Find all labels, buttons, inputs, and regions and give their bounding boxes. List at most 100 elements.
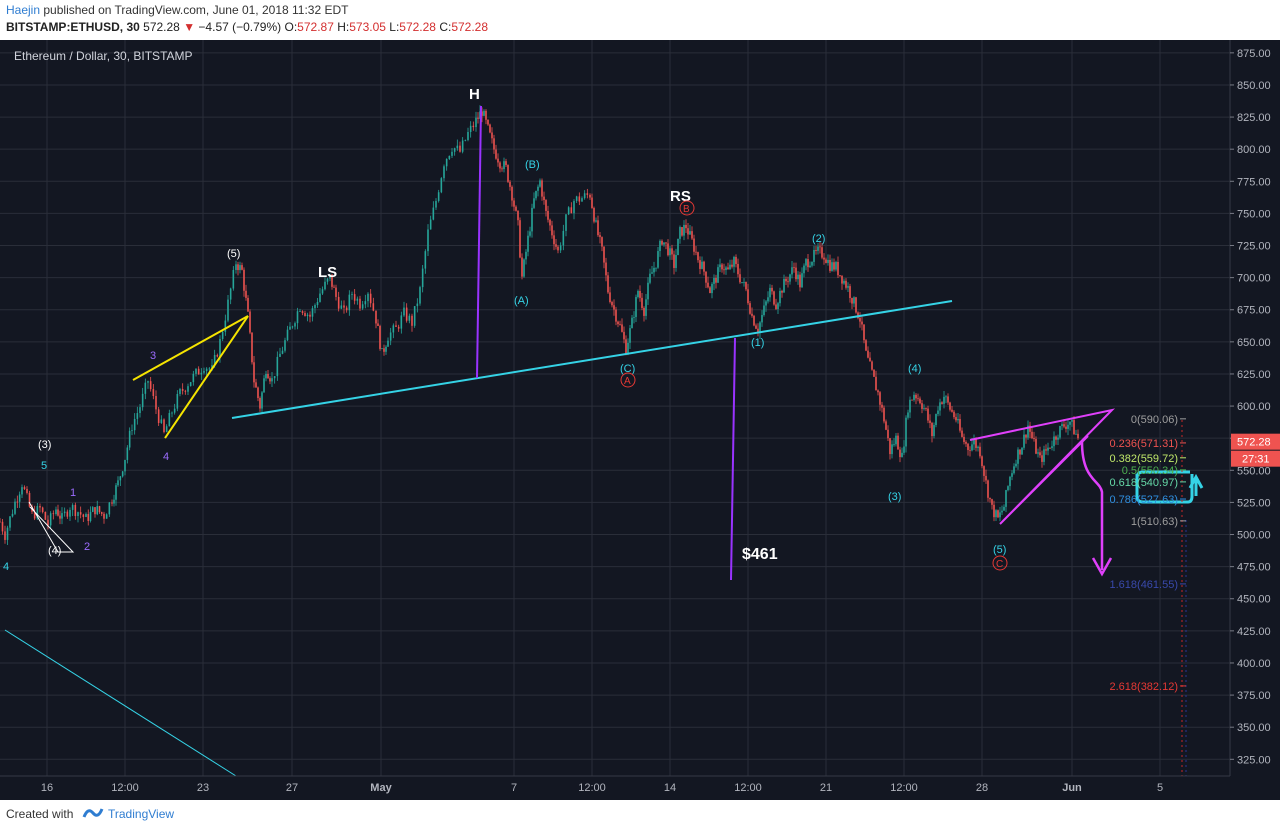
candle-body	[839, 275, 841, 277]
candle-body	[943, 396, 945, 404]
candle-body	[408, 315, 411, 321]
candle-body	[405, 307, 408, 321]
candle-body	[693, 238, 695, 252]
candle-body	[195, 368, 197, 374]
candle-body	[767, 297, 769, 302]
candle-body	[18, 494, 21, 502]
candle-body	[224, 320, 227, 332]
candle-body	[887, 429, 889, 439]
wave-1-cyan: (1)	[751, 337, 764, 349]
candle-body	[221, 331, 224, 339]
candle-body	[675, 255, 677, 268]
candle-body	[1, 521, 4, 532]
candle-body	[173, 408, 176, 413]
candle-body	[529, 231, 531, 236]
candle-body	[567, 207, 570, 215]
candle-body	[889, 438, 891, 455]
candle-body	[205, 368, 208, 372]
wave-a-cyan: (A)	[514, 295, 529, 307]
candle-body	[929, 420, 931, 423]
fib-label: 0.786(527.63)	[1110, 494, 1179, 506]
candle-body	[187, 386, 189, 392]
wave-3-left: (3)	[38, 439, 51, 451]
candle-body	[999, 512, 1001, 518]
candle-body	[176, 393, 179, 409]
candle-body	[661, 240, 663, 245]
candle-body	[21, 487, 23, 495]
candle-body	[765, 301, 767, 306]
candle-body	[28, 492, 31, 507]
candle-body	[969, 449, 971, 451]
candle-body	[525, 251, 527, 260]
down-triangle-icon: ▼	[183, 20, 196, 34]
candle-body	[179, 388, 181, 394]
candle-body	[807, 259, 809, 268]
x-tick-label: 7	[511, 782, 517, 794]
candle-body	[1027, 425, 1029, 438]
candle-body	[483, 110, 485, 116]
candle-body	[359, 298, 361, 309]
candle-body	[975, 439, 977, 448]
candle-body	[685, 224, 687, 229]
candle-body	[961, 430, 963, 437]
price-chart[interactable]: 0(590.06) 0.236(571.31) 0.382(559.72)0.5(5…	[0, 40, 1280, 800]
tradingview-brand-link[interactable]: TradingView	[108, 807, 175, 821]
candle-body	[276, 356, 279, 377]
wave-4-cyan: (4)	[908, 363, 921, 375]
candle-body	[923, 408, 925, 409]
candle-body	[921, 403, 923, 409]
candle-body	[843, 280, 845, 284]
fib-label: 0.382(559.72)	[1110, 453, 1179, 465]
candle-body	[899, 449, 901, 458]
candle-body	[249, 311, 251, 333]
x-tick-label: 12:00	[890, 782, 918, 794]
candle-body	[543, 196, 545, 201]
chart-title: Ethereum / Dollar, 30, BITSTAMP	[14, 49, 193, 63]
wave-3-purple: 3	[150, 350, 156, 362]
candle-body	[609, 292, 611, 303]
candle-body	[255, 382, 257, 388]
candle-body	[61, 513, 63, 519]
wave-4-purple: 4	[163, 451, 169, 463]
left-wedge	[28, 501, 75, 553]
fib-label: 1(510.63)	[1131, 516, 1178, 528]
candle-body	[905, 417, 907, 447]
candle-body	[945, 396, 947, 398]
candle-body	[575, 196, 578, 201]
low-label: L:	[389, 20, 400, 34]
candle-body	[340, 305, 343, 309]
x-tick-label: 12:00	[734, 782, 762, 794]
candles	[0, 105, 1079, 545]
candle-body	[867, 350, 869, 358]
countdown-tag	[1231, 450, 1280, 467]
candle-body	[229, 288, 232, 300]
candle-body	[697, 252, 699, 261]
candle-body	[617, 321, 619, 325]
candle-body	[1049, 447, 1051, 449]
x-tick-label: Jun	[1062, 782, 1082, 794]
target-projection-line	[730, 337, 736, 581]
candle-body	[847, 286, 849, 288]
candle-body	[1015, 463, 1017, 467]
candle-body	[723, 269, 725, 271]
candle-body	[570, 207, 573, 214]
candle-body	[235, 264, 237, 270]
candle-body	[949, 402, 951, 410]
candle-body	[94, 507, 96, 515]
candle-body	[33, 511, 36, 519]
high-label: H:	[337, 20, 350, 34]
candle-body	[192, 373, 195, 383]
author-link[interactable]: Haejin	[6, 3, 41, 17]
chart-area[interactable]: 0(590.06) 0.236(571.31) 0.382(559.72) 0.5(5…	[0, 40, 1280, 800]
candle-body	[1059, 426, 1061, 438]
candle-body	[55, 509, 57, 515]
candle-body	[771, 287, 773, 292]
y-tick-label: 525.00	[1237, 497, 1271, 509]
candle-body	[651, 272, 653, 274]
y-tick-label: 625.00	[1237, 369, 1271, 381]
candle-body	[649, 273, 651, 283]
candle-body	[286, 329, 289, 341]
candle-body	[779, 290, 781, 304]
candle-body	[294, 323, 296, 327]
candle-body	[389, 332, 392, 341]
